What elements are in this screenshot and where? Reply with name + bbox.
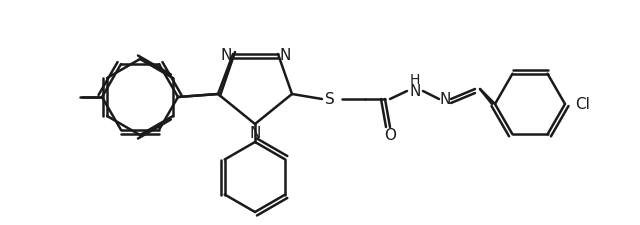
Text: O: O [384, 128, 396, 143]
Text: Cl: Cl [575, 97, 590, 112]
Text: N: N [250, 125, 260, 140]
Text: N: N [410, 84, 420, 99]
Text: H: H [410, 73, 420, 87]
Text: N: N [279, 47, 291, 62]
Text: N: N [439, 92, 451, 107]
Text: N: N [220, 47, 232, 62]
Text: S: S [325, 92, 335, 107]
